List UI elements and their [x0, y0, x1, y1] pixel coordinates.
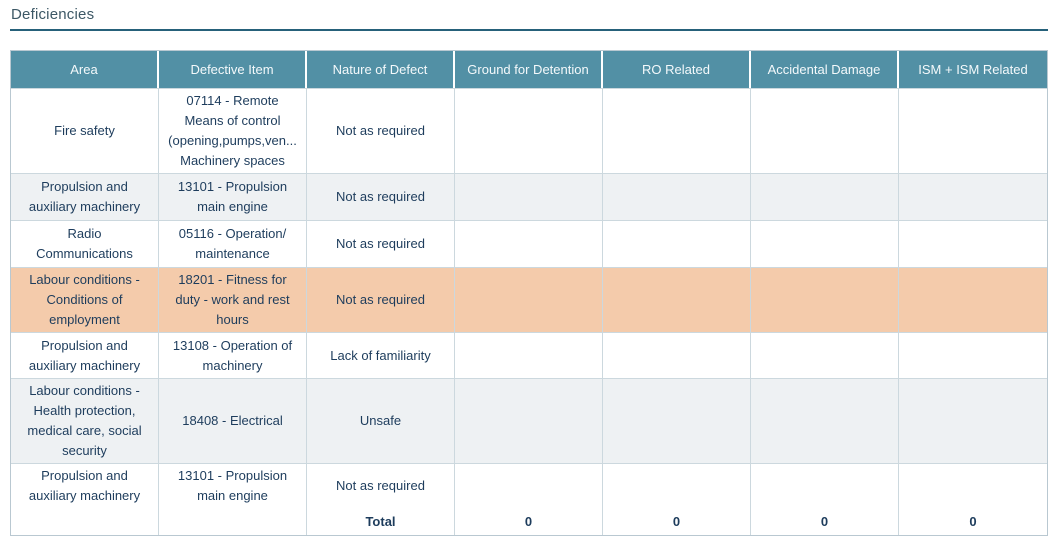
cell-accidental-damage — [751, 220, 899, 267]
cell-defective-item: 13101 - Propulsion main engine — [159, 463, 307, 508]
total-ism-related: 0 — [969, 513, 977, 529]
cell-defective-item: 13101 - Propulsion main engine — [159, 173, 307, 220]
cell-ro-related — [603, 378, 751, 463]
cell-ground-for-detention — [455, 220, 603, 267]
cell-nature-of-defect: Unsafe — [307, 378, 455, 463]
cell-ro-related — [603, 88, 751, 173]
table-row[interactable]: Labour conditions - Health protection, m… — [11, 378, 1047, 463]
table-row[interactable]: Propulsion and auxiliary machinery 13108… — [11, 332, 1047, 378]
cell-ground-for-detention — [455, 332, 603, 378]
cell-nature-of-defect: Not as required — [307, 173, 455, 220]
cell-area: Radio Communications — [11, 220, 159, 267]
cell-ism-related — [899, 332, 1047, 378]
cell-accidental-damage — [751, 267, 899, 332]
table-row[interactable]: Propulsion and auxiliary machinery 13101… — [11, 173, 1047, 220]
cell-area: Propulsion and auxiliary machinery — [11, 463, 159, 508]
cell-area: Fire safety — [11, 88, 159, 173]
cell-area: Propulsion and auxiliary machinery — [11, 332, 159, 378]
total-empty-defective-item — [159, 508, 307, 535]
column-header-ground-for-detention: Ground for Detention — [455, 51, 603, 88]
table-row[interactable]: Fire safety 07114 - Remote Means of cont… — [11, 88, 1047, 173]
cell-defective-item: 13108 - Operation of machinery — [159, 332, 307, 378]
total-empty-area — [11, 508, 159, 535]
cell-ro-related — [603, 267, 751, 332]
cell-nature-of-defect: Lack of familiarity — [307, 332, 455, 378]
total-accidental-damage: 0 — [751, 508, 899, 535]
cell-defective-item: 18201 - Fitness for duty - work and rest… — [159, 267, 307, 332]
cell-nature-of-defect: Not as required — [307, 88, 455, 173]
cell-area: Labour conditions - Health protection, m… — [11, 378, 159, 463]
cell-ism-related — [899, 378, 1047, 463]
table-row[interactable]: Propulsion and auxiliary machinery 13101… — [11, 463, 1047, 508]
cell-ground-for-detention — [455, 88, 603, 173]
deficiencies-table: Area Defective Item Nature of Defect Gro… — [10, 50, 1048, 536]
title-divider — [10, 29, 1048, 31]
cell-ism-related — [899, 463, 1047, 508]
cell-accidental-damage — [751, 463, 899, 508]
table-header: Area Defective Item Nature of Defect Gro… — [11, 51, 1047, 88]
column-header-ro-related: RO Related — [603, 51, 751, 88]
total-row: Total 0 0 0 0 — [11, 508, 1047, 535]
cell-defective-item: 07114 - Remote Means of control (opening… — [159, 88, 307, 173]
total-label: Total — [307, 508, 455, 535]
cell-area: Propulsion and auxiliary machinery — [11, 173, 159, 220]
table-row-highlighted[interactable]: Labour conditions - Conditions of employ… — [11, 267, 1047, 332]
cell-accidental-damage — [751, 378, 899, 463]
column-header-ism-related: ISM + ISM Related — [899, 51, 1047, 88]
column-header-area: Area — [11, 51, 159, 88]
cell-accidental-damage — [751, 88, 899, 173]
cell-nature-of-defect: Not as required — [307, 267, 455, 332]
cell-ism-related — [899, 220, 1047, 267]
column-header-accidental-damage: Accidental Damage — [751, 51, 899, 88]
cell-defective-item: 05116 - Operation/ maintenance — [159, 220, 307, 267]
cell-ism-related — [899, 173, 1047, 220]
cell-area: Labour conditions - Conditions of employ… — [11, 267, 159, 332]
cell-ro-related — [603, 220, 751, 267]
total-ro-related: 0 — [603, 508, 751, 535]
cell-ro-related — [603, 332, 751, 378]
cell-ground-for-detention — [455, 173, 603, 220]
cell-ro-related — [603, 173, 751, 220]
cell-ro-related — [603, 463, 751, 508]
page-title: Deficiencies — [11, 6, 95, 23]
cell-defective-item: 18408 - Electrical — [159, 378, 307, 463]
cell-ism-related — [899, 267, 1047, 332]
cell-nature-of-defect: Not as required — [307, 463, 455, 508]
cell-nature-of-defect: Not as required — [307, 220, 455, 267]
cell-ground-for-detention — [455, 463, 603, 508]
table-row[interactable]: Radio Communications 05116 - Operation/ … — [11, 220, 1047, 267]
cell-accidental-damage — [751, 332, 899, 378]
cell-accidental-damage — [751, 173, 899, 220]
total-ground-for-detention: 0 — [455, 508, 603, 535]
cell-ground-for-detention — [455, 267, 603, 332]
column-header-defective-item: Defective Item — [159, 51, 307, 88]
column-header-nature-of-defect: Nature of Defect — [307, 51, 455, 88]
cell-ground-for-detention — [455, 378, 603, 463]
cell-ism-related — [899, 88, 1047, 173]
header-row: Area Defective Item Nature of Defect Gro… — [11, 51, 1047, 88]
